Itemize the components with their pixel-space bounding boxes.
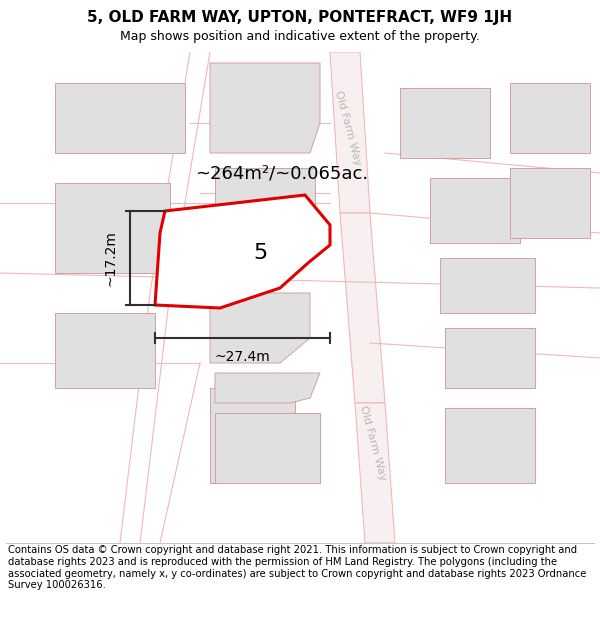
- Polygon shape: [440, 258, 535, 313]
- Text: 5: 5: [253, 242, 268, 262]
- Polygon shape: [55, 83, 185, 153]
- Polygon shape: [215, 413, 320, 483]
- Text: Contains OS data © Crown copyright and database right 2021. This information is : Contains OS data © Crown copyright and d…: [8, 546, 586, 590]
- Polygon shape: [210, 63, 320, 153]
- Polygon shape: [55, 313, 155, 388]
- Text: Old Farm Way: Old Farm Way: [358, 404, 388, 482]
- Text: Map shows position and indicative extent of the property.: Map shows position and indicative extent…: [120, 29, 480, 42]
- Polygon shape: [55, 183, 170, 273]
- Polygon shape: [510, 168, 590, 238]
- Polygon shape: [510, 83, 590, 153]
- Text: 5, OLD FARM WAY, UPTON, PONTEFRACT, WF9 1JH: 5, OLD FARM WAY, UPTON, PONTEFRACT, WF9 …: [88, 11, 512, 26]
- Text: ~264m²/~0.065ac.: ~264m²/~0.065ac.: [195, 164, 368, 182]
- Polygon shape: [215, 168, 315, 228]
- Polygon shape: [215, 373, 320, 403]
- Polygon shape: [210, 293, 310, 363]
- Text: Old Farm Way: Old Farm Way: [333, 89, 363, 167]
- Text: ~17.2m: ~17.2m: [104, 230, 118, 286]
- Polygon shape: [445, 328, 535, 388]
- Polygon shape: [355, 403, 395, 543]
- Polygon shape: [330, 52, 370, 213]
- Polygon shape: [155, 195, 330, 308]
- Polygon shape: [210, 388, 295, 483]
- Polygon shape: [430, 178, 520, 243]
- Polygon shape: [400, 88, 490, 158]
- Polygon shape: [445, 408, 535, 483]
- Text: ~27.4m: ~27.4m: [215, 350, 271, 364]
- Polygon shape: [340, 213, 385, 403]
